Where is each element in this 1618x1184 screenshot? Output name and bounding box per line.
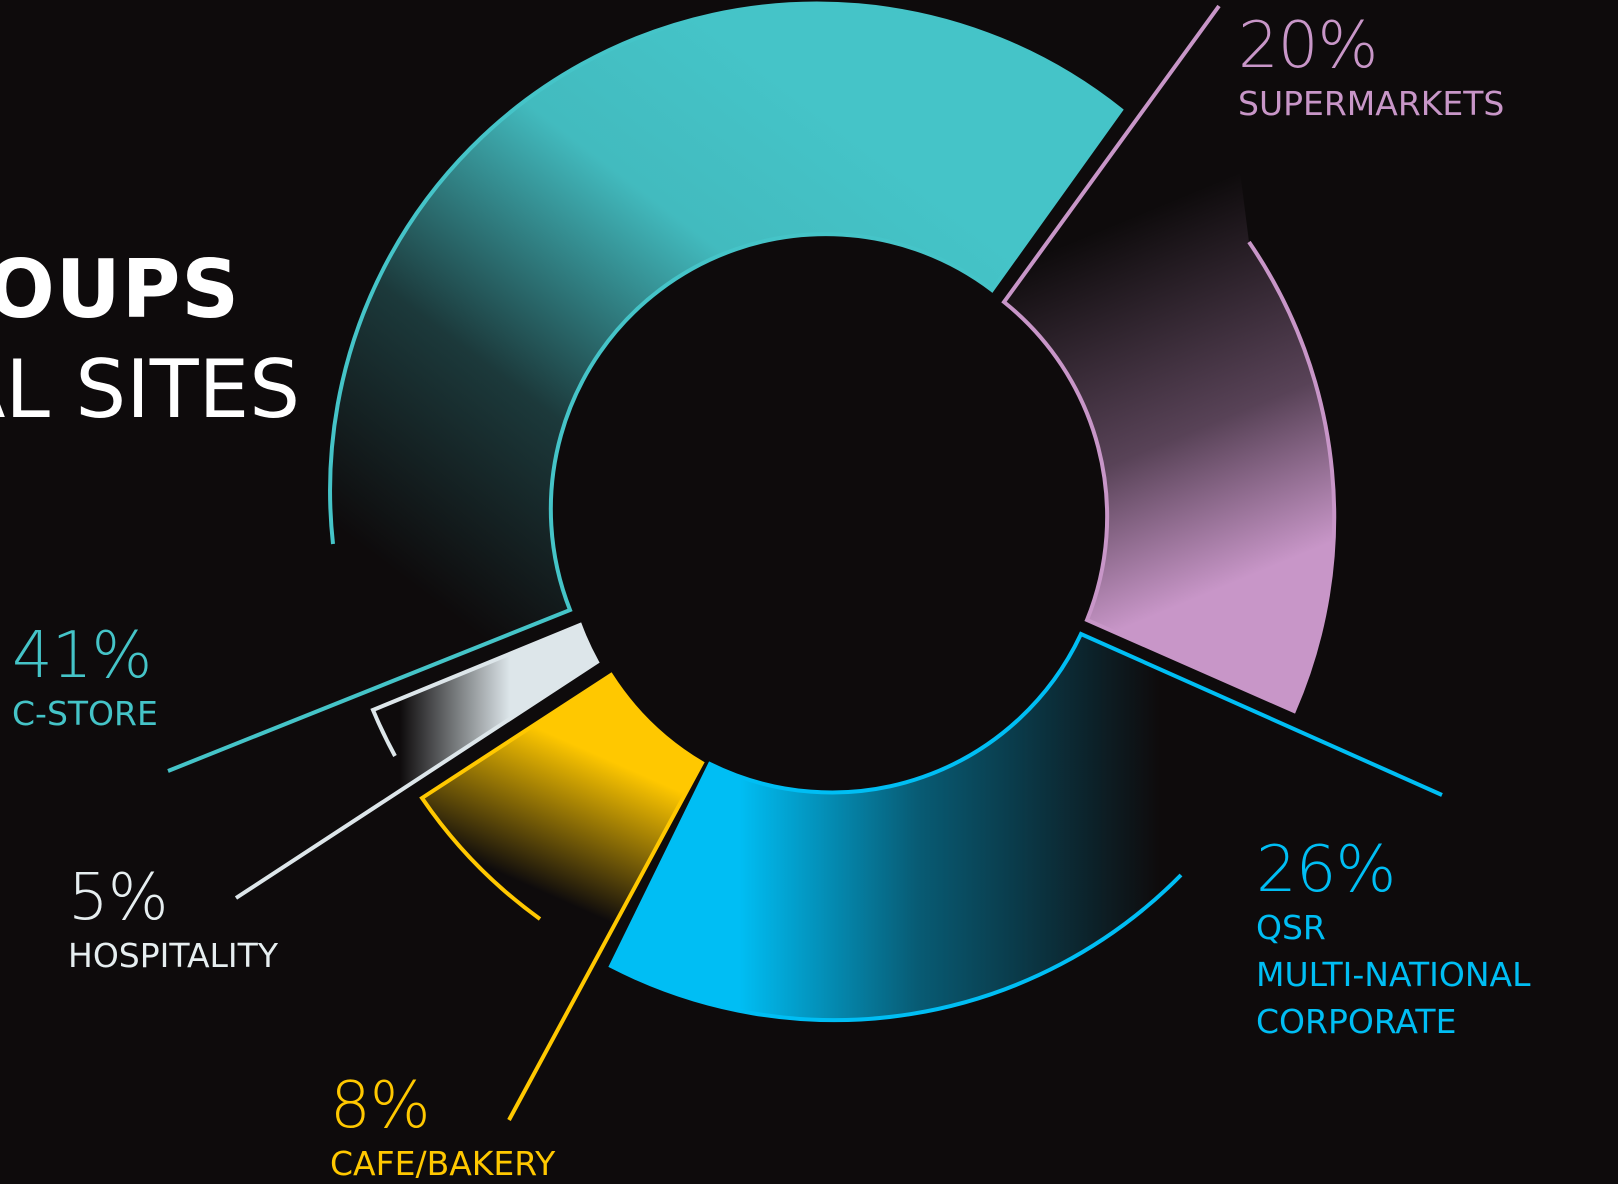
qsr-name-line-3: CORPORATE — [1256, 1002, 1457, 1041]
qsr-name-line-2: MULTI-NATIONAL — [1256, 955, 1531, 994]
label-c-store: 41% C-STORE — [12, 624, 158, 737]
title-line-1: ROUPS — [0, 243, 240, 336]
supermarkets-percent: 20% — [1238, 9, 1378, 83]
label-cafe-bakery: 8% CAFE/BAKERY — [330, 1074, 555, 1184]
qsr-name-line-1: QSR — [1256, 908, 1326, 947]
label-hospitality: 5% HOSPITALITY — [68, 866, 278, 979]
slice-hospitality — [234, 622, 600, 900]
slice-c-store — [167, 1, 1124, 773]
title-line-2: AL SITES — [0, 343, 300, 436]
slice-supermarkets — [1001, 4, 1337, 714]
label-supermarkets: 20% SUPERMARKETS — [1238, 14, 1504, 127]
slice-qsr-multi-national-corporate — [608, 631, 1443, 1023]
cafe-bakery-percent: 8% — [330, 1069, 431, 1143]
hospitality-name: HOSPITALITY — [68, 936, 278, 975]
c-store-name: C-STORE — [12, 694, 158, 733]
hospitality-percent: 5% — [68, 861, 169, 935]
cafe-bakery-name: CAFE/BAKERY — [330, 1144, 556, 1183]
c-store-percent: 41% — [12, 619, 152, 693]
qsr-percent: 26% — [1256, 833, 1396, 907]
label-qsr: 26% QSR MULTI-NATIONAL CORPORATE — [1256, 838, 1530, 1045]
supermarkets-name: SUPERMARKETS — [1238, 84, 1505, 123]
slice-cafe-bakery — [419, 672, 705, 1121]
